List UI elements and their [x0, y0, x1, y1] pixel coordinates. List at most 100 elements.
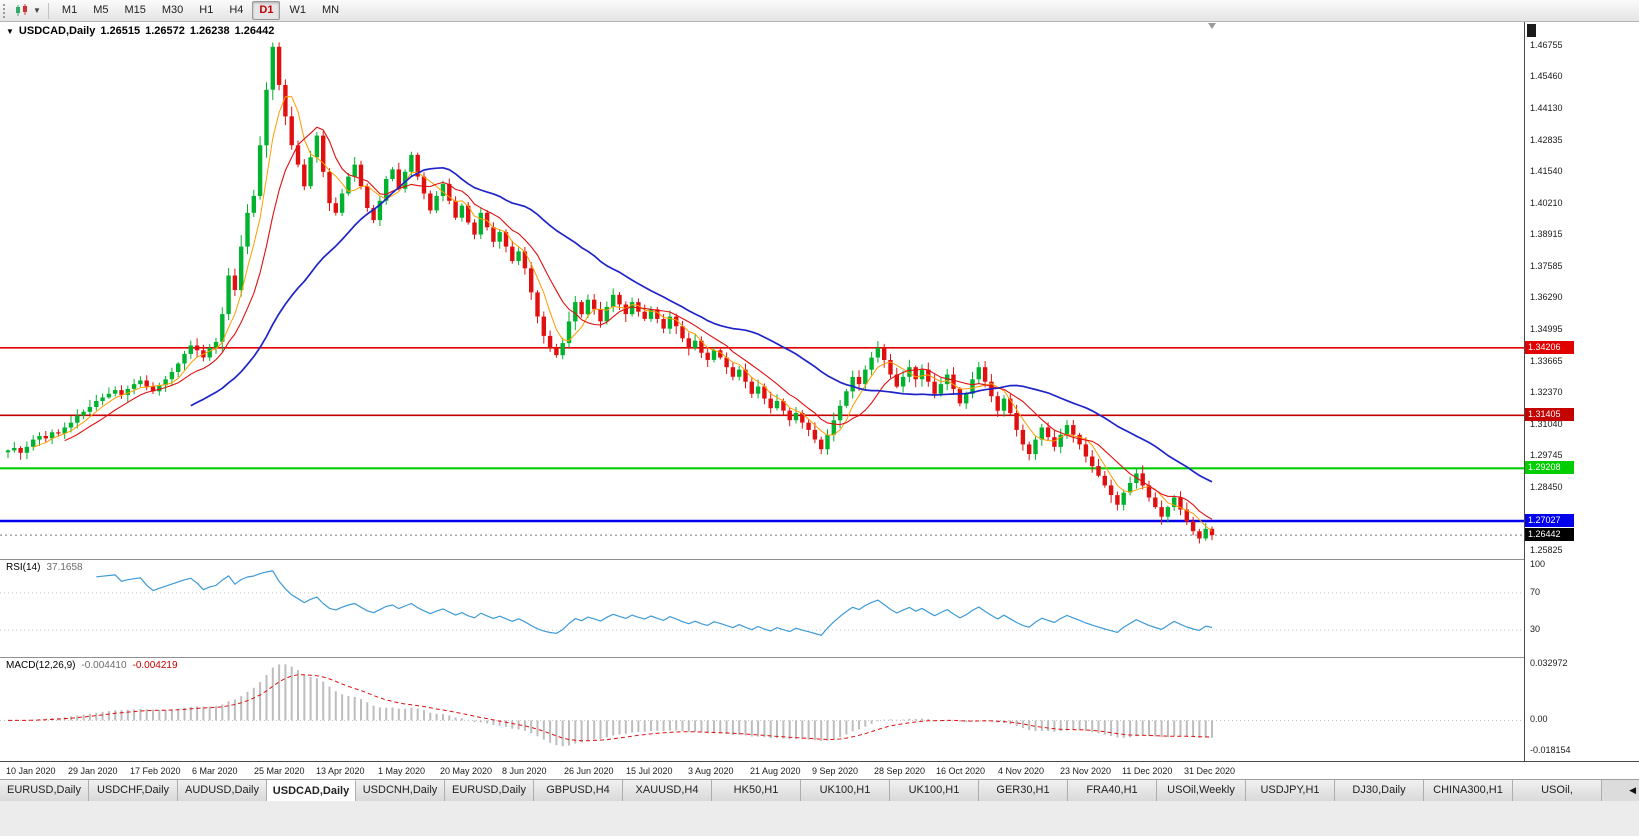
- tab-audusd-daily[interactable]: AUDUSD,Daily: [178, 780, 267, 801]
- price-tick-1.25825: 1.25825: [1530, 544, 1563, 555]
- price-badge-1.31405: 1.31405: [1525, 408, 1574, 422]
- timeframe-h1[interactable]: H1: [199, 4, 214, 16]
- price-tick-1.41540: 1.41540: [1530, 165, 1563, 176]
- date-label: 26 Jun 2020: [564, 766, 614, 776]
- chart-symbol: USDCAD,Daily: [18, 25, 96, 37]
- date-label: 13 Apr 2020: [316, 766, 365, 776]
- chart-menu-icon[interactable]: ▼: [6, 27, 14, 36]
- date-label: 4 Nov 2020: [998, 766, 1045, 776]
- tab-xauusd-h4[interactable]: XAUUSD,H4: [623, 780, 712, 801]
- ohlc-close: 1.26442: [234, 25, 275, 37]
- price-tick-1.45460: 1.45460: [1530, 71, 1563, 82]
- price-tick-1.44130: 1.44130: [1530, 103, 1563, 114]
- rsi-chart-canvas[interactable]: [0, 560, 1524, 657]
- rsi-tick-70: 70: [1530, 586, 1541, 597]
- timeframe-m15[interactable]: M15: [124, 4, 146, 16]
- date-label: 29 Jan 2020: [68, 766, 118, 776]
- macd-label: MACD(12,26,9) -0.004410 -0.004219: [6, 660, 178, 671]
- tab-scroll-left-icon[interactable]: ◀: [1629, 785, 1636, 795]
- date-label: 1 May 2020: [378, 766, 426, 776]
- timeframe-toolbar: ▼ M1 M5 M15 M30 H1 H4 D1 W1 MN: [0, 0, 1639, 22]
- bottom-filler: [0, 801, 1639, 836]
- ma-line-mid: [64, 126, 1213, 520]
- tab-fra40-h1[interactable]: FRA40,H1: [1068, 780, 1157, 801]
- price-tick-1.31040: 1.31040: [1530, 419, 1563, 430]
- rsi-line: [96, 570, 1213, 636]
- date-label: 31 Dec 2020: [1184, 766, 1236, 776]
- toolbar-grip[interactable]: [3, 3, 8, 18]
- tab-usdjpy-h1[interactable]: USDJPY,H1: [1246, 780, 1335, 801]
- price-tick-1.38915: 1.38915: [1530, 229, 1563, 240]
- macd-tick-0.032972: 0.032972: [1530, 657, 1568, 668]
- macd-main-value: -0.004410: [81, 660, 127, 671]
- date-label: 25 Mar 2020: [254, 766, 305, 776]
- tab-dj30-daily[interactable]: DJ30,Daily: [1335, 780, 1424, 801]
- timeframe-m30[interactable]: M30: [161, 4, 184, 16]
- price-tick-1.46755: 1.46755: [1530, 40, 1563, 51]
- price-tick-1.37585: 1.37585: [1530, 261, 1563, 272]
- price-axis-separator: [1524, 22, 1525, 761]
- chart-title: ▼ USDCAD,Daily 1.26515 1.26572 1.26238 1.2644…: [6, 25, 279, 37]
- price-badge-1.27027: 1.27027: [1525, 513, 1574, 527]
- price-tick-1.33665: 1.33665: [1530, 355, 1563, 366]
- date-axis[interactable]: 10 Jan 2020 29 Jan 2020 17 Feb 2020 6 Mar 2…: [0, 761, 1639, 779]
- date-label: 8 Jun 2020: [502, 766, 547, 776]
- tab-usdchf-daily[interactable]: USDCHF,Daily: [89, 780, 178, 801]
- tab-usdcad-daily[interactable]: USDCAD,Daily: [267, 780, 356, 801]
- price-tick-1.32370: 1.32370: [1530, 387, 1563, 398]
- timeframe-h4[interactable]: H4: [229, 4, 244, 16]
- current-price-badge: 1.26442: [1525, 528, 1574, 542]
- rsi-tick-100: 100: [1530, 559, 1546, 569]
- timeframe-w1[interactable]: W1: [289, 4, 306, 16]
- tab-ger30-h1[interactable]: GER30,H1: [979, 780, 1068, 801]
- rsi-tick-30: 30: [1530, 624, 1541, 635]
- date-label: 21 Aug 2020: [750, 766, 801, 776]
- date-label: 16 Oct 2020: [936, 766, 986, 776]
- price-tick-1.40210: 1.40210: [1530, 197, 1563, 208]
- chart-type-icon[interactable]: [13, 3, 31, 19]
- price-tick-1.29745: 1.29745: [1530, 450, 1563, 461]
- price-tick-1.42835: 1.42835: [1530, 134, 1563, 145]
- rsi-label: RSI(14) 37.1658: [6, 562, 83, 573]
- rsi-panel: RSI(14) 37.1658: [0, 559, 1639, 657]
- tab-hk50-h1[interactable]: HK50,H1: [712, 780, 801, 801]
- date-label: 3 Aug 2020: [688, 766, 734, 776]
- tab-usoil[interactable]: USOil,: [1513, 780, 1602, 801]
- chevron-down-icon[interactable]: ▼: [33, 6, 41, 15]
- tab-uk100-h1[interactable]: UK100,H1: [890, 780, 979, 801]
- macd-chart-canvas[interactable]: [0, 658, 1524, 761]
- date-label: 15 Jul 2020: [626, 766, 673, 776]
- macd-signal-line: [8, 674, 1213, 742]
- tab-gbpusd-h4[interactable]: GBPUSD,H4: [534, 780, 623, 801]
- macd-panel: MACD(12,26,9) -0.004410 -0.004219: [0, 657, 1639, 761]
- date-label: 11 Dec 2020: [1122, 766, 1173, 776]
- timeframe-m5[interactable]: M5: [93, 4, 109, 16]
- right-axis[interactable]: 1.46755 1.45460 1.44130 1.42835 1.41540 1.402…: [1525, 22, 1639, 761]
- rsi-value: 37.1658: [46, 562, 83, 573]
- timeframe-mn[interactable]: MN: [321, 4, 340, 16]
- ma-line-slow: [190, 166, 1213, 483]
- price-tick-1.34995: 1.34995: [1530, 323, 1563, 334]
- tab-uk100-h1[interactable]: UK100,H1: [801, 780, 890, 801]
- date-label: 17 Feb 2020: [130, 766, 181, 776]
- timeframe-m1[interactable]: M1: [61, 4, 78, 16]
- timeframe-buttons: M1 M5 M15 M30 H1 H4 D1 W1 MN: [54, 1, 347, 20]
- ohlc-high: 1.26572: [145, 25, 185, 37]
- tab-usdcnh-daily[interactable]: USDCNH,Daily: [356, 780, 445, 801]
- chart-shift-marker[interactable]: [1208, 23, 1216, 29]
- tab-china300-h1[interactable]: CHINA300,H1: [1424, 780, 1513, 801]
- tab-eurusd-daily[interactable]: EURUSD,Daily: [0, 780, 89, 801]
- price-tick-1.36290: 1.36290: [1530, 292, 1563, 303]
- date-label: 23 Nov 2020: [1060, 766, 1112, 776]
- date-label: 10 Jan 2020: [6, 766, 56, 776]
- tab-eurusd-daily[interactable]: EURUSD,Daily: [445, 780, 534, 801]
- timeframe-d1[interactable]: D1: [252, 1, 281, 20]
- date-label: 6 Mar 2020: [192, 766, 238, 776]
- price-badge-1.29208: 1.29208: [1525, 461, 1574, 475]
- axis-marker: [1527, 24, 1536, 37]
- price-tick-1.28450: 1.28450: [1530, 481, 1563, 492]
- main-chart-canvas[interactable]: [0, 22, 1524, 559]
- tab-usoil-weekly[interactable]: USOil,Weekly: [1157, 780, 1246, 801]
- toolbar-separator: [47, 2, 49, 19]
- date-label: 9 Sep 2020: [812, 766, 859, 776]
